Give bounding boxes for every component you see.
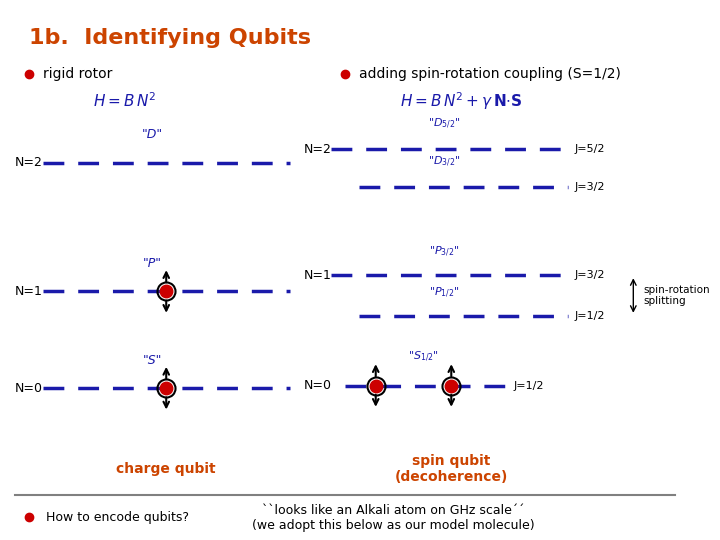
Text: "P$_{1/2}$": "P$_{1/2}$" <box>429 286 459 300</box>
Text: adding spin-rotation coupling (S=1/2): adding spin-rotation coupling (S=1/2) <box>359 67 621 81</box>
Text: N=2: N=2 <box>15 156 43 169</box>
Text: "D$_{3/2}$": "D$_{3/2}$" <box>428 155 461 169</box>
Text: N=1: N=1 <box>15 285 43 298</box>
Text: "S$_{1/2}$": "S$_{1/2}$" <box>408 350 439 364</box>
Text: "P": "P" <box>143 257 162 270</box>
Text: N=0: N=0 <box>15 382 43 395</box>
Text: charge qubit: charge qubit <box>117 462 216 476</box>
Text: J=1/2: J=1/2 <box>513 381 544 390</box>
Text: N=1: N=1 <box>304 269 331 282</box>
Text: J=3/2: J=3/2 <box>575 182 606 192</box>
Text: "D": "D" <box>142 128 163 141</box>
Text: J=1/2: J=1/2 <box>575 310 606 321</box>
Text: 1b.  Identifying Qubits: 1b. Identifying Qubits <box>29 28 311 48</box>
Text: How to encode qubits?: How to encode qubits? <box>46 511 189 524</box>
Text: J=3/2: J=3/2 <box>575 271 606 280</box>
Text: "S": "S" <box>143 354 162 367</box>
Text: N=2: N=2 <box>304 143 331 156</box>
Text: ``looks like an Alkali atom on GHz scale´´
(we adopt this below as our model mol: ``looks like an Alkali atom on GHz scale… <box>251 504 534 532</box>
Text: spin-rotation
splitting: spin-rotation splitting <box>644 285 710 306</box>
Text: rigid rotor: rigid rotor <box>42 67 112 81</box>
Text: $H = B\, N^2 + \gamma\, \mathbf{N}{\cdot}\mathbf{S}$: $H = B\, N^2 + \gamma\, \mathbf{N}{\cdot… <box>400 90 523 112</box>
Text: J=5/2: J=5/2 <box>575 144 606 154</box>
Text: N=0: N=0 <box>304 379 332 392</box>
Text: "P$_{3/2}$": "P$_{3/2}$" <box>429 245 459 259</box>
Text: "D$_{5/2}$": "D$_{5/2}$" <box>428 117 461 131</box>
Text: spin qubit
(decoherence): spin qubit (decoherence) <box>395 454 508 484</box>
Text: $H = B\, N^2$: $H = B\, N^2$ <box>94 91 157 110</box>
